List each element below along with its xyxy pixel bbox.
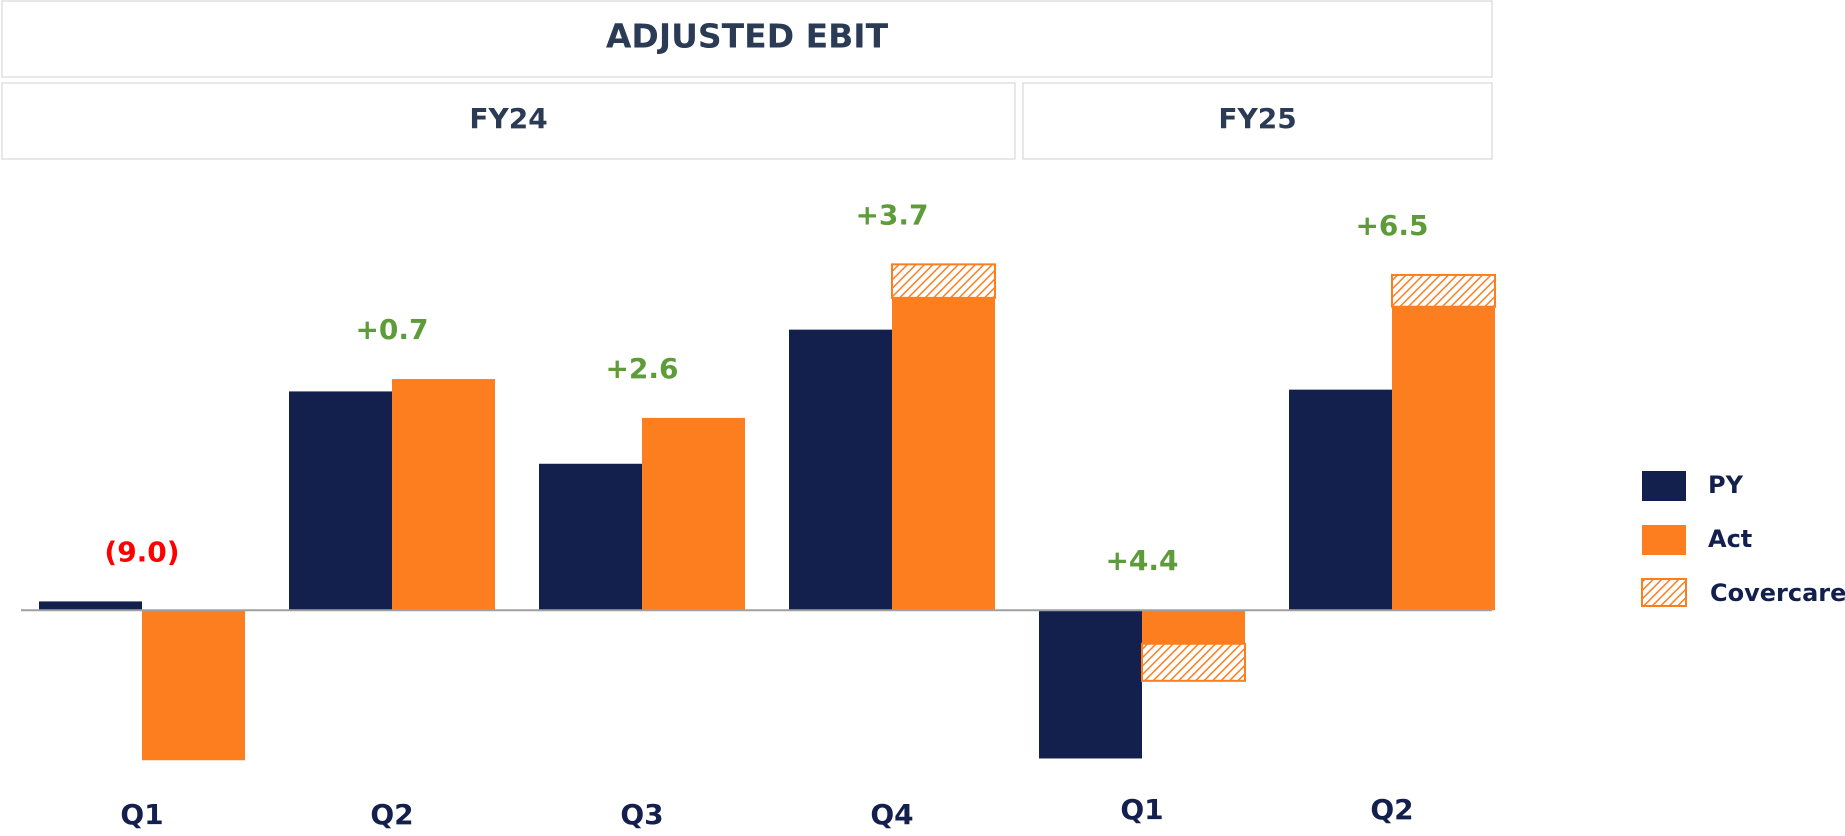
covercare-segment <box>891 263 996 299</box>
bar <box>1289 389 1392 611</box>
x-tick-label: Q3 <box>620 798 663 831</box>
variance-label: +3.7 <box>855 198 928 231</box>
x-tick-label: Q2 <box>1370 793 1413 826</box>
bar <box>1142 610 1245 644</box>
variance-label: +6.5 <box>1355 209 1428 242</box>
x-tick-label: Q1 <box>1120 793 1163 826</box>
legend-swatch <box>1642 525 1686 555</box>
chart-title: ADJUSTED EBIT <box>606 17 889 56</box>
bar <box>1392 306 1495 611</box>
covercare-segment <box>1391 273 1496 308</box>
x-tick-label: Q4 <box>870 798 913 831</box>
bar <box>392 379 495 611</box>
title-box <box>1 0 1493 78</box>
variance-label: (9.0) <box>104 535 179 568</box>
bar <box>789 329 892 611</box>
legend-swatch <box>1641 578 1687 607</box>
legend-swatch <box>1642 471 1686 501</box>
bar <box>539 463 642 611</box>
group-box <box>1022 82 1493 160</box>
bar <box>642 417 745 611</box>
bar <box>39 601 142 611</box>
variance-label: +2.6 <box>605 352 678 385</box>
bar <box>142 610 245 761</box>
bar <box>289 391 392 611</box>
group-label: FY25 <box>1218 102 1296 135</box>
group-label: FY24 <box>469 102 547 135</box>
x-tick-label: Q1 <box>120 798 163 831</box>
x-tick-label: Q2 <box>370 798 413 831</box>
group-box <box>1 82 1016 160</box>
bar <box>1039 610 1142 759</box>
variance-label: +0.7 <box>355 313 428 346</box>
variance-label: +4.4 <box>1105 544 1178 577</box>
covercare-segment <box>1141 642 1246 682</box>
bar <box>892 297 995 611</box>
legend-label: PY <box>1708 471 1744 499</box>
legend-label: Covercare <box>1710 579 1845 607</box>
legend-label: Act <box>1708 525 1752 553</box>
